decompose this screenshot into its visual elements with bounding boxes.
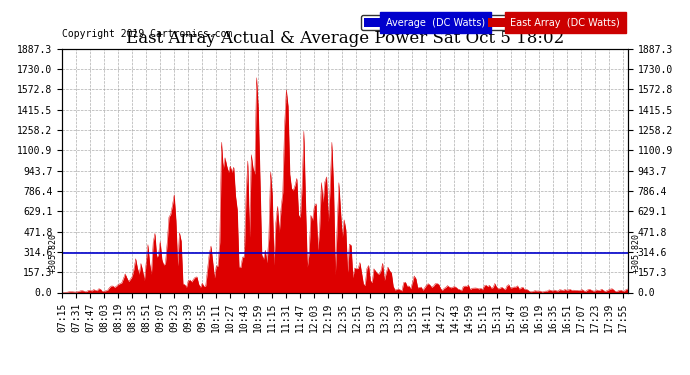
Text: +305.820: +305.820 <box>632 233 641 273</box>
Text: Copyright 2019 Cartronics.com: Copyright 2019 Cartronics.com <box>62 29 233 39</box>
Text: +305.820: +305.820 <box>49 233 58 273</box>
Legend: Average  (DC Watts), East Array  (DC Watts): Average (DC Watts), East Array (DC Watts… <box>361 15 623 30</box>
Title: East Array Actual & Average Power Sat Oct 5 18:02: East Array Actual & Average Power Sat Oc… <box>126 30 564 47</box>
